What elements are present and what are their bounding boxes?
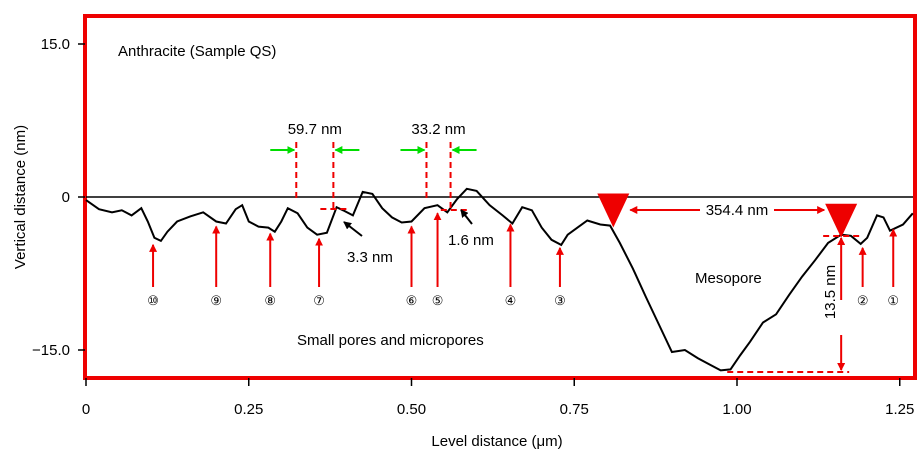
x-tick-label: 1.25 [885, 401, 914, 418]
pore-label: ③ [554, 293, 566, 308]
position-marker [597, 193, 630, 228]
pore-label: ⑧ [264, 293, 276, 308]
y-tick-label: 15.0 [41, 36, 70, 53]
y-axis-title: Vertical distance (nm) [12, 125, 29, 269]
mesopore-label: Mesopore [695, 270, 762, 287]
y-tick-label: −15.0 [32, 342, 70, 359]
profile-line [85, 187, 914, 372]
x-tick-label: 0.50 [397, 401, 426, 418]
pore-label: ① [887, 293, 899, 308]
mesopore-depth-label: 13.5 nm [822, 265, 839, 319]
depth-arrow [460, 209, 473, 225]
chart-title: Anthracite (Sample QS) [118, 43, 276, 60]
position-marker [825, 203, 858, 238]
x-tick-label: 0 [82, 401, 90, 418]
annotations-layer: ⑩ ⑨ ⑧ ⑦ ⑥ ⑤ ④ ③ ② ① 59.7 nm 33.2 nm 3.3 nm 1.6 nm 354.… [147, 121, 899, 373]
pore-label: ⑦ [313, 293, 325, 308]
pore-label: ⑥ [406, 293, 418, 308]
pore-label: ⑤ [432, 293, 444, 308]
x-axis-title: Level distance (μm) [431, 433, 562, 450]
depth-label: 3.3 nm [347, 249, 393, 266]
y-tick-label: 0 [62, 189, 70, 206]
depth-label: 1.6 nm [448, 232, 494, 249]
x-tick-label: 0.25 [234, 401, 263, 418]
x-axis-ticks: 0 0.25 0.50 0.75 1.00 1.25 [82, 378, 914, 418]
y-axis-ticks: 15.0 0 −15.0 [32, 36, 85, 359]
pore-label: ⑨ [210, 293, 222, 308]
width-label: 33.2 nm [411, 121, 465, 138]
x-tick-label: 1.00 [722, 401, 751, 418]
small-pores-label: Small pores and micropores [297, 332, 484, 349]
width-label: 59.7 nm [288, 121, 342, 138]
x-tick-label: 0.75 [560, 401, 589, 418]
spacing-label: 354.4 nm [706, 202, 769, 219]
pore-label: ⑩ [147, 293, 159, 308]
pore-label: ④ [505, 293, 517, 308]
depth-arrow [343, 221, 363, 237]
pore-label: ② [857, 293, 869, 308]
